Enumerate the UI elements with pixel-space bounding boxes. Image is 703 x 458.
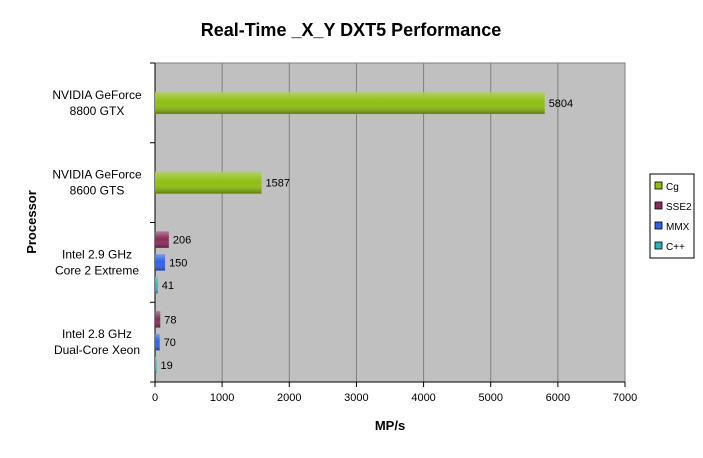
chart-title: Real-Time _X_Y DXT5 Performance	[201, 20, 501, 40]
category-label: Intel 2.8 GHz Dual-Core Xeon	[54, 327, 140, 357]
bar-shading	[155, 254, 166, 271]
data-label: 206	[173, 235, 191, 247]
legend: Cg SSE2 MMX C++	[649, 173, 695, 259]
data-label: 150	[169, 257, 187, 269]
data-label: 1587	[266, 178, 290, 190]
bar-shading	[155, 276, 158, 294]
x-tick-label: 6000	[546, 392, 570, 404]
category-label: NVIDIA GeForce 8600 GTS	[52, 168, 142, 198]
legend-label: MMX	[666, 222, 690, 233]
x-axis-label: MP/s	[375, 418, 405, 433]
legend-swatch	[654, 221, 663, 230]
bar-shading	[155, 311, 161, 328]
legend-label: SSE2	[666, 202, 692, 213]
x-tick-label: 1000	[210, 392, 234, 404]
category-label: Intel 2.9 GHz Core 2 Extreme	[55, 247, 139, 277]
x-tick-label: 0	[152, 392, 158, 404]
plot-background	[154, 62, 626, 383]
bar-shading	[155, 91, 545, 114]
legend-swatch	[654, 201, 663, 210]
legend-label: Cg	[666, 182, 679, 193]
x-tick-label: 7000	[613, 392, 637, 404]
data-label: 5804	[549, 98, 573, 110]
bar-shading	[155, 171, 262, 194]
x-tick-label: 4000	[411, 392, 435, 404]
category-label: NVIDIA GeForce 8800 GTX	[52, 88, 142, 118]
x-tick-label: 3000	[344, 392, 368, 404]
x-tick-label: 5000	[478, 392, 502, 404]
y-axis-label: Processor	[24, 190, 39, 254]
plot-area: 0 1000 2000 3000 4000 5000 6000 7000 NVIDIA GeFo…	[52, 62, 637, 404]
bar-shading	[155, 231, 169, 248]
legend-label: C++	[666, 242, 685, 253]
x-tick-label: 2000	[277, 392, 301, 404]
legend-swatch	[654, 241, 663, 250]
data-label: 41	[162, 280, 174, 292]
data-label: 19	[161, 360, 173, 372]
data-label: 70	[164, 337, 176, 349]
legend-swatch	[654, 181, 663, 190]
data-label: 78	[164, 314, 176, 326]
bar-shading	[155, 356, 157, 374]
bar-shading	[155, 333, 160, 351]
